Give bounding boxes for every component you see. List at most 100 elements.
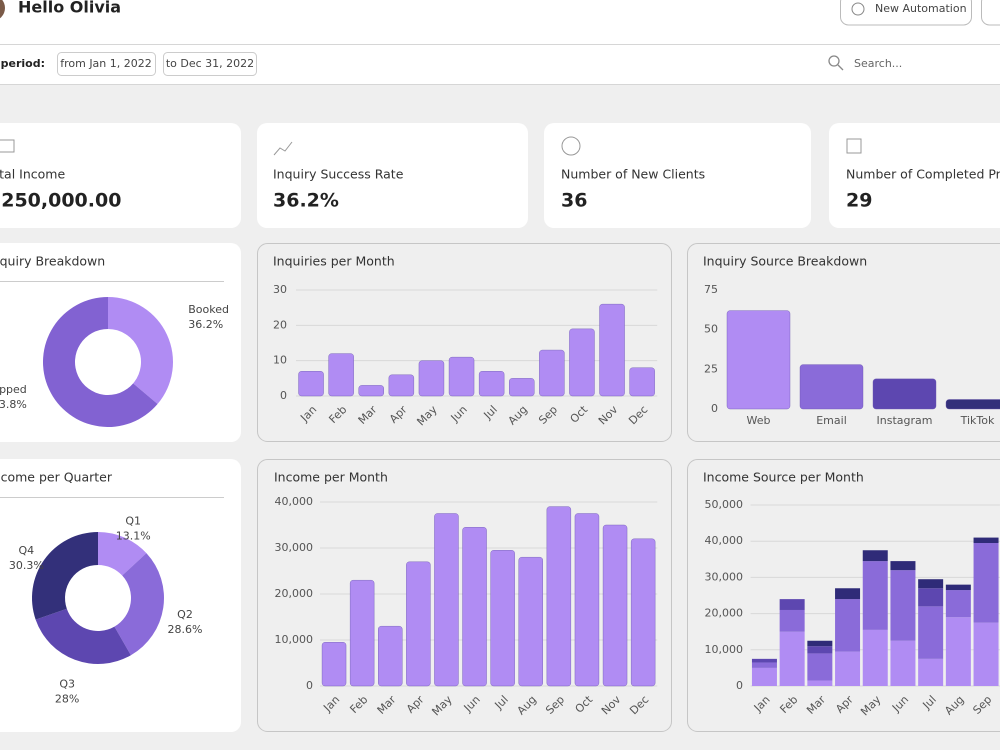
date-to[interactable] — [163, 52, 257, 76]
y-tick-label: 25 — [704, 362, 718, 375]
date-from[interactable] — [57, 52, 156, 76]
bar-segment — [779, 599, 805, 610]
chart-title: Inquiries per Month — [273, 254, 395, 269]
slice-value: 28.6% — [168, 623, 203, 636]
y-tick-label: 10,000 — [275, 633, 314, 646]
bar — [478, 371, 505, 397]
greeting: Hello Olivia — [18, 0, 121, 17]
bar — [358, 385, 384, 397]
stat-value: $250,000.00 — [0, 190, 121, 212]
slice-value: 63.8% — [0, 398, 27, 411]
bar-segment — [918, 579, 944, 589]
bar-segment — [890, 570, 916, 641]
bar — [726, 310, 791, 410]
slice-label: Q2 — [177, 608, 193, 621]
bar-segment — [973, 537, 999, 544]
y-tick-label: 0 — [306, 679, 313, 692]
bar-segment — [918, 658, 944, 686]
icon-button[interactable] — [981, 0, 1000, 26]
button-label[interactable]: New Automation — [875, 2, 967, 15]
money-icon — [0, 139, 15, 153]
top-bar — [0, 0, 1000, 44]
bar — [799, 364, 864, 410]
chart-title: Income Source per Month — [703, 470, 864, 485]
bar-segment — [918, 588, 944, 607]
bar — [574, 513, 600, 687]
check-icon — [846, 138, 862, 154]
bar-segment — [751, 658, 777, 663]
bar-segment — [779, 609, 805, 632]
bar — [539, 349, 565, 397]
bar — [321, 642, 347, 687]
stat-label: Inquiry Success Rate — [273, 167, 404, 182]
bar — [418, 360, 445, 397]
button-icon — [851, 2, 865, 16]
chart-title: Income per Month — [274, 470, 388, 485]
donut-slice — [35, 608, 131, 664]
bar — [406, 561, 431, 687]
period-label: Select period: — [0, 57, 45, 70]
donut-slice — [31, 532, 98, 620]
slice-label: Q4 — [18, 544, 34, 557]
bar — [518, 557, 543, 687]
donut-slice — [98, 532, 147, 576]
bar — [298, 371, 324, 397]
chart-title: Inquiry Source Breakdown — [703, 254, 867, 269]
stat-value: 36.2% — [273, 190, 339, 212]
slice-label: Q3 — [59, 677, 75, 690]
growth-icon — [273, 141, 293, 156]
stat-label: Number of Completed Projects — [846, 167, 1000, 182]
date-from-text[interactable]: from Jan 1, 2022 — [60, 57, 152, 70]
donut-slice — [42, 297, 158, 427]
y-tick-label: 20 — [273, 318, 287, 331]
bar — [328, 353, 354, 397]
bar-segment — [890, 561, 916, 571]
y-tick-label: 40,000 — [705, 534, 744, 547]
bar — [509, 378, 535, 397]
date-to-text[interactable]: to Dec 31, 2022 — [166, 57, 254, 70]
bar-segment — [835, 588, 861, 600]
bar-segment — [945, 590, 971, 618]
bar-segment — [973, 622, 999, 686]
x-tick-label: Web — [747, 414, 771, 427]
bar — [388, 374, 415, 397]
bar-segment — [807, 653, 833, 681]
slice-value: 30.3% — [9, 559, 44, 572]
donut-slice — [108, 297, 173, 405]
slice-label: Dropped — [0, 383, 27, 396]
y-tick-label: 10 — [273, 354, 287, 367]
donut-slice — [114, 553, 165, 656]
y-tick-label: 0 — [711, 402, 718, 415]
stat-value: 36 — [561, 190, 587, 212]
chart-title: Income per Quarter — [0, 470, 113, 485]
bar — [872, 378, 937, 410]
client-icon — [561, 136, 581, 156]
bar-segment — [862, 629, 888, 686]
x-tick-label: TikTok — [960, 414, 995, 427]
bar — [434, 513, 459, 687]
bar-segment — [973, 543, 999, 623]
chart-title: Inquiry Breakdown — [0, 254, 105, 269]
bar — [630, 538, 656, 687]
chart-card — [0, 459, 241, 732]
stat-label: Total Income — [0, 167, 65, 182]
stat-card — [544, 123, 811, 228]
search-icon — [828, 55, 840, 67]
search-input[interactable]: Search... — [854, 57, 902, 70]
bar — [945, 399, 1000, 410]
y-tick-label: 30,000 — [275, 541, 314, 554]
bar-segment — [835, 651, 861, 686]
search-icon — [837, 64, 844, 71]
bar-segment — [918, 606, 944, 659]
slice-label: Booked — [188, 303, 229, 316]
automation-button[interactable] — [840, 0, 972, 26]
y-tick-label: 75 — [704, 283, 718, 296]
slice-value: 13.1% — [116, 529, 151, 542]
x-tick-label: Email — [816, 414, 847, 427]
bar-segment — [945, 617, 971, 686]
y-tick-label: 30,000 — [705, 570, 744, 583]
bar-segment — [807, 680, 833, 686]
bar-segment — [751, 662, 777, 668]
y-tick-label: 40,000 — [275, 495, 314, 508]
